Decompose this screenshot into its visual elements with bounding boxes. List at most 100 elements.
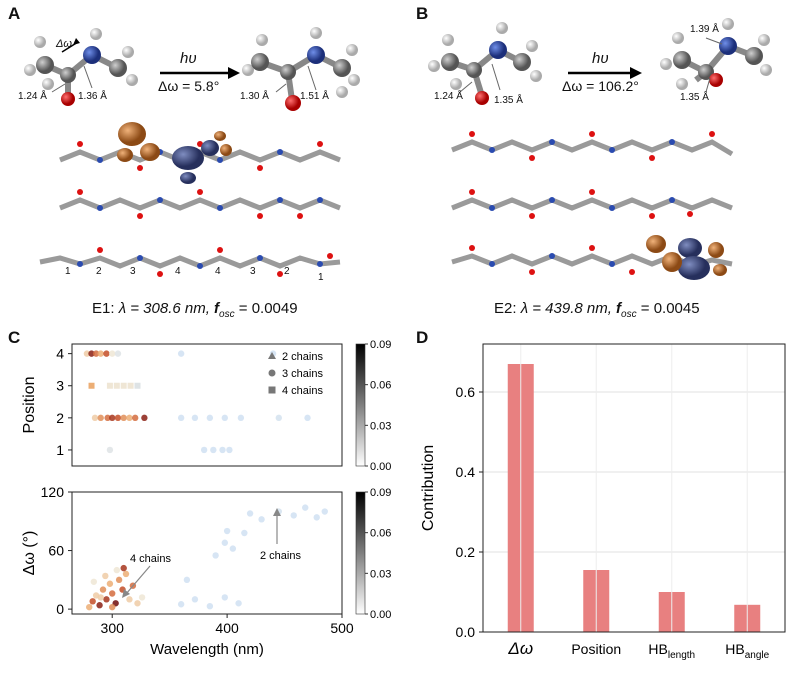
- x-tick-label: 500: [330, 620, 354, 636]
- data-point: [177, 414, 185, 422]
- data-point: [229, 545, 237, 552]
- x-tick-label: HBlength: [648, 641, 695, 661]
- data-point: [90, 578, 98, 585]
- scatter-position-chart: 1 2 3 4 Position 0.00 0.03 0.06 0.09 2 chains 3 ch…: [21, 339, 391, 473]
- data-point: [103, 596, 110, 603]
- data-point: [120, 382, 127, 389]
- molecule-a-left: [24, 28, 138, 106]
- data-point: [138, 594, 146, 601]
- y-axis-label: Contribution: [420, 445, 437, 531]
- x-tick-subscript: angle: [745, 650, 770, 661]
- data-point: [114, 414, 122, 422]
- data-point: [99, 586, 107, 593]
- bond-length-label: 1.39 Å: [690, 24, 719, 35]
- caption-e1-sub: osc: [219, 309, 235, 320]
- data-point: [177, 350, 185, 357]
- data-point: [109, 350, 116, 357]
- data-point: [313, 514, 320, 521]
- arrow-bottom-label-a: Δω = 5.8°: [158, 78, 220, 94]
- y-tick-label: 60: [48, 543, 64, 559]
- legend-label: 3 chains: [282, 368, 323, 380]
- bond-length-label: 1.35 Å: [680, 92, 709, 103]
- plot-frame: [71, 343, 343, 467]
- chain-position-label: 1: [65, 266, 71, 277]
- caption-e2-value: = 0.0045: [636, 300, 700, 317]
- x-tick-label: 300: [101, 620, 125, 636]
- data-point: [120, 564, 127, 572]
- panel-letter-a: A: [8, 4, 21, 23]
- x-tick-label: HBangle: [725, 641, 769, 661]
- bond-length-label: 1.35 Å: [494, 95, 523, 106]
- molecule-a-right: [242, 27, 360, 111]
- caption-e2-sub: osc: [621, 309, 637, 320]
- data-point: [219, 446, 226, 454]
- data-point: [96, 602, 103, 609]
- panel-letter-d: D: [416, 328, 429, 347]
- data-point: [97, 414, 104, 422]
- y-tick-label: 120: [41, 484, 65, 500]
- panel-letter-b: B: [416, 4, 429, 23]
- y-tick-label: 0.0: [456, 624, 476, 640]
- chain-position-label: 4: [175, 266, 181, 277]
- caption-e1-f: f: [214, 300, 220, 317]
- x-axis-label: Wavelength (nm): [150, 641, 264, 658]
- chain-position-label: 3: [250, 266, 256, 277]
- data-point: [206, 602, 214, 610]
- data-point: [115, 576, 123, 584]
- x-tick-label: 400: [215, 620, 239, 636]
- caption-e1-lambda: λ = 308.6 nm,: [118, 300, 215, 317]
- data-point: [131, 414, 139, 422]
- data-point: [126, 414, 133, 422]
- data-point: [106, 580, 114, 587]
- data-point: [246, 510, 254, 517]
- caption-e2-prefix: E2:: [494, 300, 521, 317]
- panel-b-illustration: [428, 18, 772, 280]
- data-point: [127, 382, 134, 389]
- bond-length-label: 1.24 Å: [18, 91, 47, 102]
- colorbar-tick-label: 0.06: [370, 528, 391, 540]
- panel-a-illustration: [24, 27, 360, 277]
- data-point: [88, 350, 95, 357]
- caption-e1: E1: λ = 308.6 nm, fosc = 0.0049: [92, 300, 298, 320]
- bond-length-label: 1.36 Å: [78, 91, 107, 102]
- data-point: [221, 414, 229, 422]
- chain-position-label: 2: [284, 266, 290, 277]
- colorbar-tick-label: 0.09: [370, 339, 391, 351]
- y-tick-label: 0.2: [456, 544, 476, 560]
- data-point: [103, 350, 110, 357]
- x-tick-label: Position: [571, 641, 621, 657]
- data-point: [183, 576, 191, 584]
- legend-label: 4 chains: [282, 385, 323, 397]
- x-tick-subscript: length: [668, 650, 695, 661]
- data-point: [275, 414, 283, 422]
- x-tick-label: Δω: [507, 639, 533, 658]
- plot-frame: [482, 343, 786, 633]
- caption-e2-f: f: [616, 300, 622, 317]
- legend-marker-square: [268, 386, 276, 394]
- y-tick-label: 0.4: [456, 464, 476, 480]
- data-point: [104, 414, 111, 422]
- annotation-label: 4 chains: [130, 553, 171, 565]
- colorbar-tick-label: 0.03: [370, 420, 391, 432]
- colorbar: [355, 343, 366, 467]
- data-point: [88, 382, 95, 389]
- bond-length-label: 1.24 Å: [434, 91, 463, 102]
- chain-position-label: 2: [96, 266, 102, 277]
- colorbar-tick-label: 0.00: [370, 609, 391, 621]
- peptide-chains-a: [39, 122, 341, 277]
- data-point: [235, 600, 242, 607]
- data-point: [109, 414, 116, 422]
- chain-position-label: 3: [130, 266, 136, 277]
- y-tick-label: 4: [56, 346, 64, 362]
- data-point: [210, 446, 217, 454]
- peptide-chains-b: [451, 131, 734, 280]
- data-point: [290, 512, 297, 519]
- caption-e2: E2: λ = 439.8 nm, fosc = 0.0045: [494, 300, 700, 320]
- bond-length-label: 1.30 Å: [240, 91, 269, 102]
- data-point: [83, 350, 91, 357]
- data-point: [304, 414, 311, 422]
- legend-label: 2 chains: [282, 351, 323, 363]
- data-point: [89, 598, 96, 605]
- data-point: [134, 382, 141, 389]
- data-point: [126, 596, 133, 603]
